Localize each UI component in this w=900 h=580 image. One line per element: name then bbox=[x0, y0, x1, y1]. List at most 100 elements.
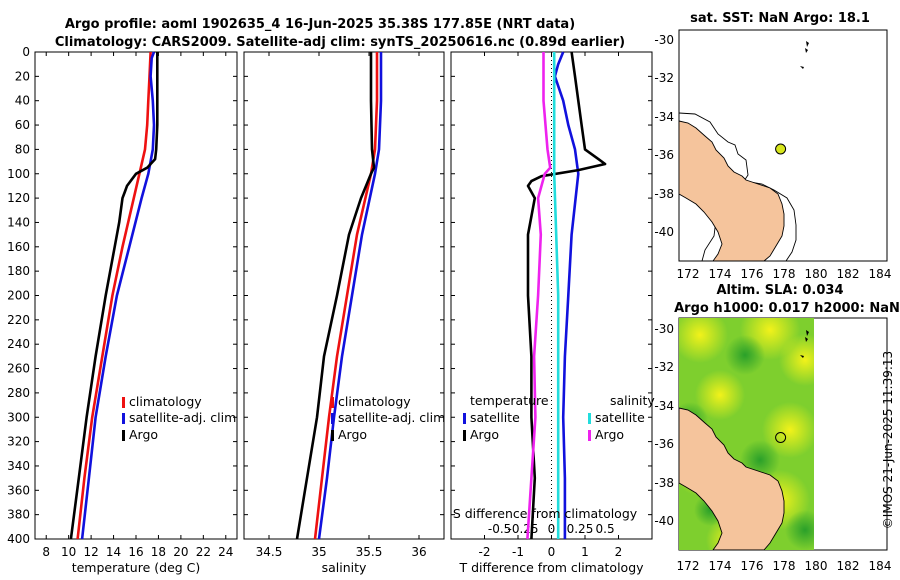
x-tick-label: 34.5 bbox=[256, 545, 283, 559]
x-tick-label: 24 bbox=[218, 545, 233, 559]
panel-frame bbox=[243, 51, 445, 540]
p3-legend-temperature-title: temperature bbox=[470, 393, 549, 408]
sla-map-float-marker bbox=[775, 432, 787, 443]
legend-swatch-clim bbox=[122, 397, 125, 408]
legend-swatch-clim bbox=[331, 397, 334, 408]
sla-map-xtick: 172 bbox=[677, 559, 700, 573]
depth-tick-label: 80 bbox=[15, 142, 30, 156]
imos-stamp: ©IMOS 21-Jun-2025 11:39:13 bbox=[881, 351, 895, 529]
sla-map-ytick: -30 bbox=[654, 322, 674, 336]
legend-swatch-argo bbox=[122, 430, 125, 441]
sla-map-xtick: 176 bbox=[741, 559, 764, 573]
x-tick-label: 8 bbox=[42, 545, 50, 559]
panel-frame bbox=[34, 51, 238, 540]
sst-map-float-marker bbox=[775, 143, 787, 155]
depth-tick-label: 160 bbox=[7, 240, 30, 254]
p1-legend-clim: climatology bbox=[129, 394, 202, 409]
sst-map: sat. SST: NaN Argo: 18.1 -30 -32 -34 -36… bbox=[654, 11, 891, 281]
sst-map-island-east bbox=[800, 41, 809, 69]
depth-tick-label: 140 bbox=[7, 215, 30, 229]
figure-title-line1: Argo profile: aoml 1902635_4 16-Jun-2025… bbox=[65, 17, 575, 32]
x-axis-label: T difference from climatology bbox=[458, 560, 644, 575]
figure-title-line2: Climatology: CARS2009. Satellite-adj cli… bbox=[55, 35, 625, 50]
sla-map-xtick: 184 bbox=[869, 559, 892, 573]
top-tick-label: 0.5 bbox=[596, 522, 615, 536]
sla-field bbox=[679, 318, 814, 550]
depth-tick-label: 0 bbox=[22, 45, 30, 59]
x-tick-label: -1 bbox=[512, 545, 524, 559]
sla-map-ytick: -36 bbox=[654, 437, 674, 451]
p3-legend-t-satellite: satellite bbox=[470, 410, 520, 425]
sla-map-ytick: -32 bbox=[654, 360, 674, 374]
p2-legend-sat: satellite-adj. clim bbox=[338, 410, 445, 425]
depth-tick-label: 60 bbox=[15, 118, 30, 132]
sla-map-land-north-island bbox=[678, 407, 785, 551]
x-tick-label: 20 bbox=[173, 545, 188, 559]
p2-legend-clim: climatology bbox=[338, 394, 411, 409]
sla-map-xtick: 174 bbox=[709, 559, 732, 573]
series-line-argo bbox=[295, 52, 376, 540]
p3-legend-salinity-title: salinity bbox=[610, 393, 655, 408]
sst-map-ytick: -38 bbox=[654, 187, 674, 201]
x-tick-label: 10 bbox=[61, 545, 76, 559]
depth-tick-label: 200 bbox=[7, 289, 30, 303]
series-line-s-satellite bbox=[552, 52, 560, 539]
depth-tick-label: 220 bbox=[7, 313, 30, 327]
x-tick-label: 35.5 bbox=[356, 545, 383, 559]
p3-top-xlabel: S difference from climatology bbox=[453, 506, 638, 521]
depth-tick-label: 120 bbox=[7, 191, 30, 205]
depth-tick-label: 400 bbox=[7, 532, 30, 546]
sst-map-title: sat. SST: NaN Argo: 18.1 bbox=[690, 11, 870, 26]
x-tick-label: 36 bbox=[411, 545, 426, 559]
depth-tick-label: 100 bbox=[7, 167, 30, 181]
profile-panel-1: 0 20 40 60 80 100 120 140 160 180 200 220 240 260 280 3… bbox=[7, 45, 238, 575]
series-line-climatology bbox=[313, 52, 379, 540]
p3-legend-s-satellite: satellite bbox=[595, 410, 645, 425]
sla-map-island-east bbox=[800, 330, 809, 358]
top-tick-label: -0.25 bbox=[507, 522, 538, 536]
sst-map-ytick: -34 bbox=[654, 110, 674, 124]
series-line-satellite-adj-clim bbox=[80, 51, 156, 540]
sst-map-xtick: 182 bbox=[837, 267, 860, 281]
x-tick-label: 14 bbox=[106, 545, 121, 559]
top-tick-label: 0 bbox=[548, 522, 556, 536]
p2-legend-argo: Argo bbox=[338, 427, 367, 442]
sla-map-ytick: -38 bbox=[654, 476, 674, 490]
sla-map: Altim. SLA: 0.034 Argo h1000: 0.017 h200… bbox=[654, 283, 899, 573]
sla-map-title-line1: Altim. SLA: 0.034 bbox=[717, 283, 844, 298]
sst-map-land-north-island bbox=[678, 120, 785, 262]
depth-tick-label: 320 bbox=[7, 435, 30, 449]
panel-frame bbox=[450, 51, 653, 540]
series-line-argo bbox=[69, 52, 159, 540]
sst-map-xtick: 180 bbox=[805, 267, 828, 281]
x-tick-label: -2 bbox=[479, 545, 491, 559]
x-tick-label: 22 bbox=[196, 545, 211, 559]
sla-map-ytick: -34 bbox=[654, 399, 674, 413]
sst-map-xtick: 178 bbox=[773, 267, 796, 281]
sst-map-xtick: 184 bbox=[869, 267, 892, 281]
x-tick-label: 35 bbox=[311, 545, 326, 559]
legend-swatch-sat bbox=[331, 413, 334, 424]
sla-map-xtick: 178 bbox=[773, 559, 796, 573]
depth-tick-label: 380 bbox=[7, 508, 30, 522]
depth-tick-label: 20 bbox=[15, 69, 30, 83]
depth-tick-label: 360 bbox=[7, 483, 30, 497]
x-tick-label: 12 bbox=[83, 545, 98, 559]
profile-legends: climatology satellite-adj. clim Argo cli… bbox=[122, 393, 655, 442]
x-tick-label: 16 bbox=[128, 545, 143, 559]
depth-tick-label: 280 bbox=[7, 386, 30, 400]
sst-map-ytick: -32 bbox=[654, 71, 674, 85]
x-axis-label: salinity bbox=[322, 560, 367, 575]
depth-tick-label: 240 bbox=[7, 337, 30, 351]
sst-map-xtick: 172 bbox=[677, 267, 700, 281]
p3-legend-t-argo: Argo bbox=[470, 427, 499, 442]
depth-tick-label: 260 bbox=[7, 362, 30, 376]
x-axis-label: temperature (deg C) bbox=[72, 560, 201, 575]
sst-map-xtick: 174 bbox=[709, 267, 732, 281]
sst-map-ytick: -30 bbox=[654, 33, 674, 47]
series-line-s-argo bbox=[526, 52, 552, 540]
depth-tick-label: 300 bbox=[7, 410, 30, 424]
profile-panel-2: 34.5 35 35.5 36 salinity bbox=[243, 51, 445, 575]
top-tick-label: -0.5 bbox=[488, 522, 511, 536]
profile-panels: 0204060801001201401601802002202402602803… bbox=[7, 45, 653, 575]
